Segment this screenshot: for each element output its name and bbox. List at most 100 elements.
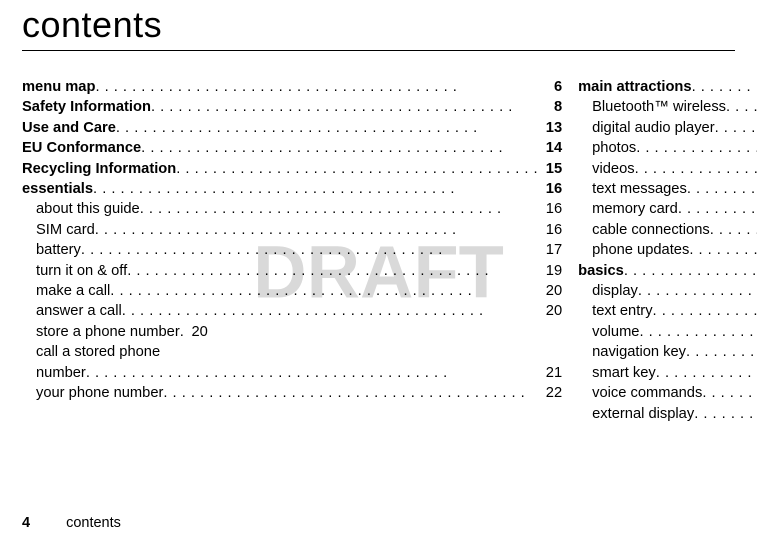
toc-entry-label: battery bbox=[36, 240, 81, 260]
toc-leader-dots bbox=[639, 322, 757, 342]
toc-entry-label: basics bbox=[578, 261, 624, 281]
toc-entry-page: 16 bbox=[538, 179, 562, 199]
page-container: contents menu map6Safety Information8Use… bbox=[0, 0, 757, 436]
toc-entry[interactable]: Bluetooth™ wireless23 bbox=[578, 97, 757, 117]
toc-leader-dots bbox=[86, 363, 538, 383]
toc-entry[interactable]: EU Conformance14 bbox=[22, 138, 562, 158]
toc-entry[interactable]: answer a call 20 bbox=[22, 301, 562, 321]
toc-entry[interactable]: digital audio player26 bbox=[578, 118, 757, 138]
toc-leader-dots bbox=[694, 404, 757, 424]
toc-entry[interactable]: photos28 bbox=[578, 138, 757, 158]
toc-entry-page: 20 bbox=[538, 281, 562, 301]
toc-entry[interactable]: make a call 20 bbox=[22, 281, 562, 301]
toc-entry[interactable]: volume47 bbox=[578, 322, 757, 342]
toc-leader-dots bbox=[141, 138, 538, 158]
toc-entry-page: 21 bbox=[538, 363, 562, 383]
toc-entry[interactable]: basics40 bbox=[578, 261, 757, 281]
toc-entry-page: 8 bbox=[538, 97, 562, 117]
toc-entry[interactable]: SIM card 16 bbox=[22, 220, 562, 240]
toc-leader-dots bbox=[151, 97, 538, 117]
toc-entry-label: navigation key bbox=[592, 342, 686, 362]
toc-entry-label: main attractions bbox=[578, 77, 691, 97]
toc-entry[interactable]: essentials 16 bbox=[22, 179, 562, 199]
heading-rule bbox=[22, 50, 735, 51]
toc-entry[interactable]: memory card35 bbox=[578, 199, 757, 219]
toc-entry-label: memory card bbox=[592, 199, 678, 219]
toc-entry-label: photos bbox=[592, 138, 636, 158]
toc-entry[interactable]: about this guide16 bbox=[22, 199, 562, 219]
toc-leader-dots bbox=[715, 118, 757, 138]
toc-entry-label: make a call bbox=[36, 281, 110, 301]
toc-leader-dots bbox=[692, 77, 757, 97]
toc-entry[interactable]: call a stored phone bbox=[22, 342, 562, 362]
toc-entry[interactable]: cable connections37 bbox=[578, 220, 757, 240]
toc-entry-label: essentials bbox=[22, 179, 93, 199]
toc-entry[interactable]: external display50 bbox=[578, 404, 757, 424]
toc-entry-label: number bbox=[36, 363, 86, 383]
toc-entry[interactable]: text messages34 bbox=[578, 179, 757, 199]
toc-entry[interactable]: store a phone number. 20 bbox=[22, 322, 562, 342]
toc-entry[interactable]: main attractions23 bbox=[578, 77, 757, 97]
toc-entry-label: videos bbox=[592, 159, 634, 179]
toc-entry-label: store a phone number bbox=[36, 322, 180, 342]
toc-entry[interactable]: Use and Care 13 bbox=[22, 118, 562, 138]
toc-entry-label: cable connections bbox=[592, 220, 710, 240]
toc-leader-dots bbox=[686, 342, 757, 362]
toc-entry-label: Recycling Information bbox=[22, 159, 176, 179]
toc-entry-label: phone updates bbox=[592, 240, 689, 260]
toc-entry[interactable]: display40 bbox=[578, 281, 757, 301]
toc-entry[interactable]: turn it on & off19 bbox=[22, 261, 562, 281]
toc-leader-dots bbox=[656, 363, 757, 383]
toc-entry[interactable]: smart key48 bbox=[578, 363, 757, 383]
toc-entry[interactable]: Safety Information8 bbox=[22, 97, 562, 117]
toc-leader-dots bbox=[127, 261, 538, 281]
toc-entry[interactable]: phone updates39 bbox=[578, 240, 757, 260]
toc-leader-dots bbox=[95, 220, 538, 240]
toc-leader-dots bbox=[140, 199, 538, 219]
toc-leader-dots bbox=[110, 281, 538, 301]
toc-entry-label: menu map bbox=[22, 77, 95, 97]
toc-entry-page: 14 bbox=[538, 138, 562, 158]
toc-entry[interactable]: videos32 bbox=[578, 159, 757, 179]
toc-columns: menu map6Safety Information8Use and Care… bbox=[22, 77, 735, 424]
toc-leader-dots bbox=[624, 261, 757, 281]
toc-column: menu map6Safety Information8Use and Care… bbox=[22, 77, 562, 424]
toc-entry-page: 19 bbox=[538, 261, 562, 281]
toc-entry[interactable]: navigation key48 bbox=[578, 342, 757, 362]
toc-leader-dots bbox=[636, 138, 757, 158]
toc-entry-label: Use and Care bbox=[22, 118, 116, 138]
toc-leader-dots bbox=[653, 301, 757, 321]
toc-entry-page: 13 bbox=[538, 118, 562, 138]
toc-entry[interactable]: your phone number22 bbox=[22, 383, 562, 403]
toc-leader-dots bbox=[95, 77, 538, 97]
toc-leader-dots bbox=[687, 179, 757, 199]
toc-entry-label: smart key bbox=[592, 363, 656, 383]
toc-entry-page: 16 bbox=[538, 220, 562, 240]
toc-entry-label: SIM card bbox=[36, 220, 95, 240]
toc-entry-label: external display bbox=[592, 404, 694, 424]
toc-leader-dots bbox=[638, 281, 757, 301]
toc-entry-label: answer a call bbox=[36, 301, 122, 321]
toc-entry[interactable]: battery 17 bbox=[22, 240, 562, 260]
toc-leader-dots bbox=[116, 118, 538, 138]
footer: 4contents bbox=[22, 515, 121, 531]
toc-entry[interactable]: menu map6 bbox=[22, 77, 562, 97]
toc-entry-label: about this guide bbox=[36, 199, 140, 219]
toc-entry[interactable]: voice commands48 bbox=[578, 383, 757, 403]
footer-label: contents bbox=[66, 515, 121, 531]
toc-leader-dots bbox=[176, 159, 538, 179]
toc-entry-label: display bbox=[592, 281, 638, 301]
toc-entry-label: digital audio player bbox=[592, 118, 714, 138]
toc-entry-page: 20 bbox=[538, 301, 562, 321]
toc-entry-label: your phone number bbox=[36, 383, 163, 403]
toc-entry-page: 17 bbox=[538, 240, 562, 260]
toc-entry[interactable]: text entry43 bbox=[578, 301, 757, 321]
toc-leader-dots bbox=[726, 97, 757, 117]
toc-entry-label: volume bbox=[592, 322, 639, 342]
toc-leader-dots bbox=[635, 159, 757, 179]
toc-entry[interactable]: Recycling Information15 bbox=[22, 159, 562, 179]
toc-leader-dots bbox=[163, 383, 538, 403]
toc-entry[interactable]: number 21 bbox=[22, 363, 562, 383]
toc-entry-label: voice commands bbox=[592, 383, 702, 403]
toc-entry-label: text messages bbox=[592, 179, 687, 199]
